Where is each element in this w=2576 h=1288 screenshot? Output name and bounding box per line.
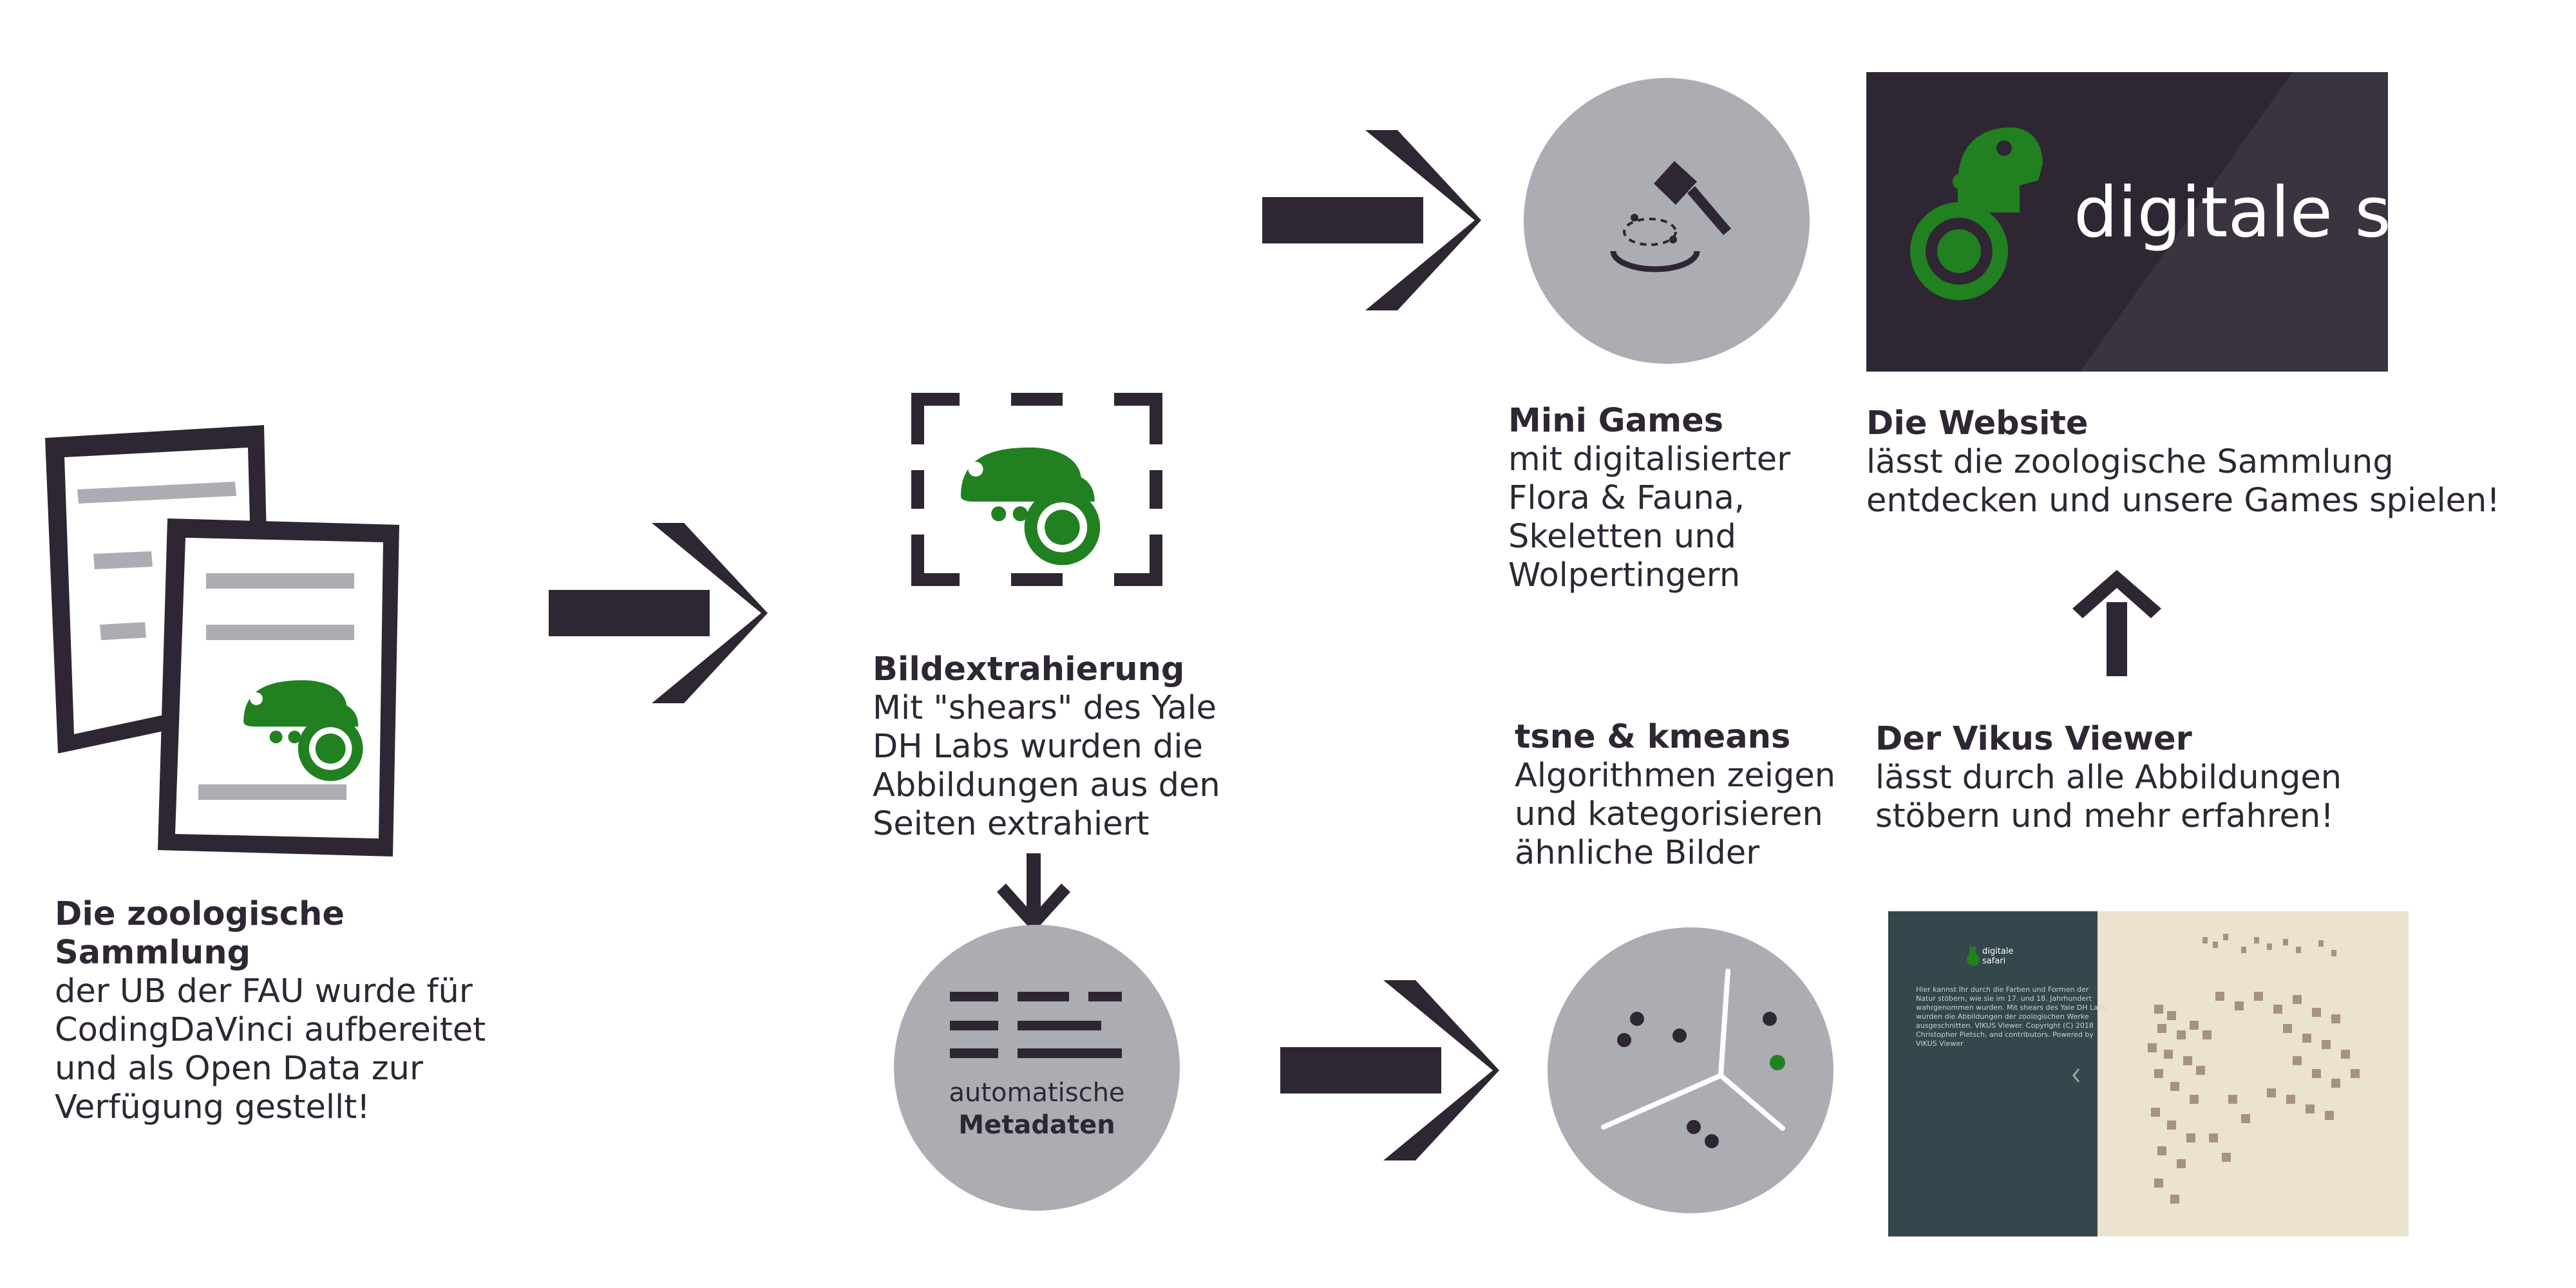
arrow-to-clustering-icon bbox=[1280, 980, 1499, 1160]
clustering-description: tsne & kmeans Algorithmen zeigen und kat… bbox=[1515, 718, 1837, 873]
extraction-body: Mit "shears" des Yale DH Labs wurden die… bbox=[873, 689, 1220, 843]
extraction-description: Bildextrahierung Mit "shears" des Yale D… bbox=[873, 650, 1259, 844]
minigames-body: mit digitalisierter Flora & Fauna, Skele… bbox=[1508, 440, 1791, 594]
collection-description: Die zoologische Sammlung der UB der FAU … bbox=[55, 895, 518, 1127]
scatter-thumbnails bbox=[2148, 934, 2360, 1204]
extraction-title: Bildextrahierung bbox=[873, 650, 1185, 688]
collection-body: der UB der FAU wurde für CodingDaVinci a… bbox=[55, 972, 486, 1126]
vikus-description: Der Vikus Viewer lässt durch alle Abbild… bbox=[1875, 720, 2365, 836]
vikus-title: Der Vikus Viewer bbox=[1875, 720, 2192, 758]
vikus-thumbnail-logo-text: digitale safari bbox=[1982, 947, 2014, 966]
vikus-thumbnail-sidebar-text: Hier kannst Ihr durch die Farben und For… bbox=[1916, 985, 2107, 1048]
vikus-body: lässt durch alle Abbildungen stöbern und… bbox=[1875, 759, 2342, 835]
website-title: Die Website bbox=[1866, 404, 2088, 442]
crop-selection-icon bbox=[911, 393, 1162, 586]
chameleon-logo-icon bbox=[1910, 128, 2043, 300]
thumbnail-logo-icon bbox=[1967, 947, 1980, 966]
website-logo-text: digitale safari bbox=[2074, 173, 2549, 253]
arrow-to-extraction-icon bbox=[549, 523, 768, 703]
website-body: lässt die zoologische Sammlung entdecken… bbox=[1866, 443, 2500, 520]
minigames-title: Mini Games bbox=[1508, 402, 1724, 440]
website-description: Die Website lässt die zoologische Sammlu… bbox=[1866, 404, 2517, 520]
vikus-viewer-thumbnail bbox=[1888, 911, 2409, 1236]
metadata-label: automatische Metadaten bbox=[895, 1077, 1179, 1141]
metadata-label-line2: Metadaten bbox=[958, 1110, 1115, 1140]
clustering-body: Algorithmen zeigen und kategorisieren äh… bbox=[1515, 757, 1836, 872]
cluster-scatter-icon bbox=[1548, 927, 1833, 1213]
collection-title: Die zoologische Sammlung bbox=[55, 895, 345, 972]
website-logo-panel bbox=[1866, 72, 2388, 372]
minigames-description: Mini Games mit digitalisierter Flora & F… bbox=[1508, 402, 1817, 595]
clustering-title: tsne & kmeans bbox=[1515, 718, 1791, 756]
hammer-game-icon bbox=[1524, 78, 1810, 364]
arrow-to-metadata-icon bbox=[997, 853, 1070, 933]
arrow-to-website-icon bbox=[2072, 570, 2161, 676]
metadata-label-line1: automatische bbox=[949, 1078, 1125, 1108]
document-stack-icon bbox=[45, 425, 399, 857]
text-lines-icon bbox=[894, 925, 1180, 1211]
arrow-to-minigames-icon bbox=[1262, 130, 1481, 310]
